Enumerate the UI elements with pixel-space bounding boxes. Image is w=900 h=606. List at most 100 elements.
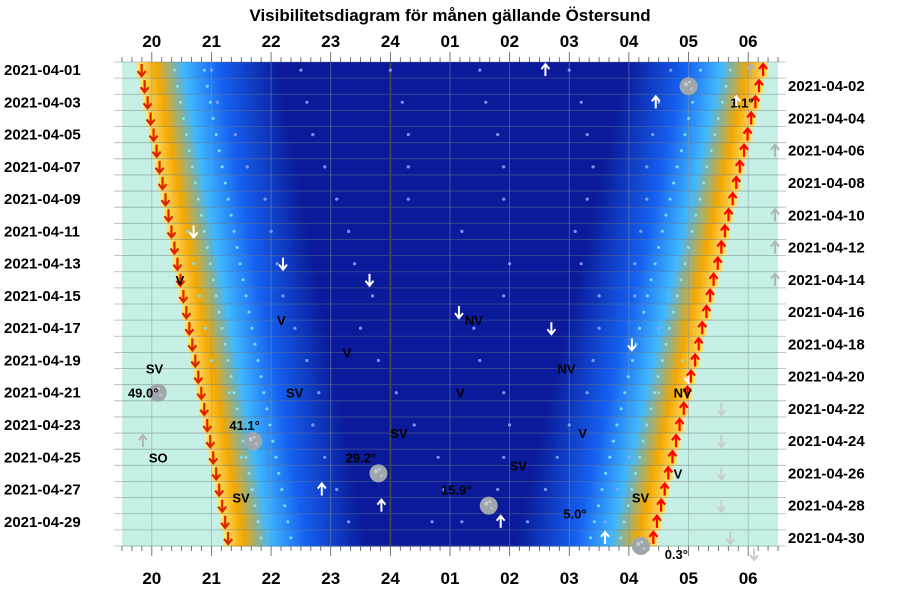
twilight-dot [694, 213, 698, 217]
moon-path-dot [299, 68, 303, 72]
arrow-head [163, 215, 174, 224]
date-label-right: 2021-04-30 [788, 530, 865, 547]
sunset-arrow [169, 241, 180, 256]
arrow-head [220, 522, 231, 530]
moon-path-dot [269, 229, 273, 233]
twilight-dot [615, 423, 619, 427]
moon-path-dot [603, 520, 607, 524]
arrow-head [650, 94, 661, 102]
twilight-dot [672, 181, 676, 185]
altitude-label: 29.2° [346, 450, 377, 465]
moon-disc [244, 432, 263, 451]
sunset-arrow [142, 96, 153, 111]
twilight-dot [199, 213, 203, 217]
moon-path-dot [275, 262, 279, 266]
hour-label-top: 24 [381, 32, 400, 51]
twilight-dot [721, 100, 724, 104]
twilight-dot [691, 100, 695, 104]
twilight-dot [641, 439, 645, 443]
twilight-dot [259, 536, 263, 540]
sunset-arrow [172, 257, 183, 272]
moon-crater [636, 542, 641, 546]
twilight-dot [244, 294, 248, 298]
arrow-head [208, 457, 219, 466]
sunset-arrow [196, 386, 207, 401]
twilight-dot [626, 375, 630, 379]
moon-path-dot [502, 455, 506, 459]
moon-path-dot [579, 100, 583, 104]
moon-path-dot [239, 455, 243, 459]
twilight-dot [705, 165, 709, 169]
moon-crater [689, 87, 694, 91]
sunset-arrow [178, 289, 189, 304]
moon-path-dot [681, 358, 685, 363]
arrow-head [495, 514, 506, 522]
twilight-dot [675, 165, 679, 169]
arrow-head [627, 344, 637, 352]
twilight-dot [196, 197, 200, 201]
sunrise-arrow [734, 159, 745, 173]
arrow-head [746, 62, 756, 70]
moonset-arrow [627, 338, 637, 352]
twilight-dot [289, 536, 293, 540]
moon-path-dot [502, 391, 506, 395]
arrow-head [223, 538, 234, 546]
direction-label: SV [632, 491, 650, 506]
date-label-left: 2021-04-15 [4, 288, 81, 305]
moon-crater [640, 540, 644, 544]
date-label-right: 2021-04-10 [788, 207, 865, 224]
arrow-head [682, 384, 693, 393]
arrow-head [188, 231, 199, 240]
twilight-dot [713, 133, 717, 137]
moon-path-dot [615, 487, 619, 492]
twilight-dot [241, 278, 245, 282]
date-label-right: 2021-04-22 [788, 401, 865, 418]
moon-path-dots [173, 68, 732, 540]
moon-path-dot [233, 423, 237, 427]
moonrise-arrow [770, 272, 780, 286]
moon-path-dot [633, 294, 637, 298]
twilight-dot [250, 326, 254, 330]
sunset-arrow [214, 483, 225, 498]
moon-icon [148, 383, 167, 402]
moon-path-dot [197, 294, 202, 298]
arrow-head [364, 280, 375, 288]
moon-path-dot [323, 455, 327, 459]
twilight-dot [253, 504, 257, 508]
twilight-dot [184, 133, 188, 137]
arrow-head [716, 239, 727, 248]
moon-path-dot [567, 423, 571, 427]
sunrise-arrow [754, 78, 764, 93]
arrow-head [659, 481, 670, 490]
moonset-arrow [749, 548, 759, 562]
moon-path-dot [573, 229, 577, 233]
twilight-dot [631, 359, 634, 362]
moon-path-dot [585, 133, 589, 137]
arrow-head [196, 393, 207, 401]
moon-path-dot [227, 391, 231, 395]
moon-path-dot [496, 487, 500, 492]
arrow-head [690, 352, 700, 361]
twilight-dot [622, 520, 626, 524]
twilight-dot [592, 520, 596, 524]
moon-path-dot [406, 165, 410, 169]
hour-label-top: 21 [202, 32, 221, 51]
arrow-head [750, 94, 761, 103]
twilight-dot [193, 181, 197, 185]
sunset-arrow [160, 193, 171, 207]
moon-path-dot [400, 100, 404, 104]
arrow-head [671, 433, 681, 441]
arrow-head [652, 514, 662, 522]
twilight-dot [178, 100, 182, 104]
moon-path-dot [358, 326, 363, 330]
direction-label: V [343, 345, 352, 360]
arrow-head [716, 441, 727, 449]
twilight-dot [250, 488, 254, 491]
twilight-dot [589, 536, 593, 540]
altitude-label: 0.3° [665, 547, 688, 562]
sunrise-arrow [663, 465, 674, 480]
moon-path-dot [305, 100, 309, 104]
twilight-dot [286, 520, 290, 524]
moon-path-dot [305, 358, 309, 363]
